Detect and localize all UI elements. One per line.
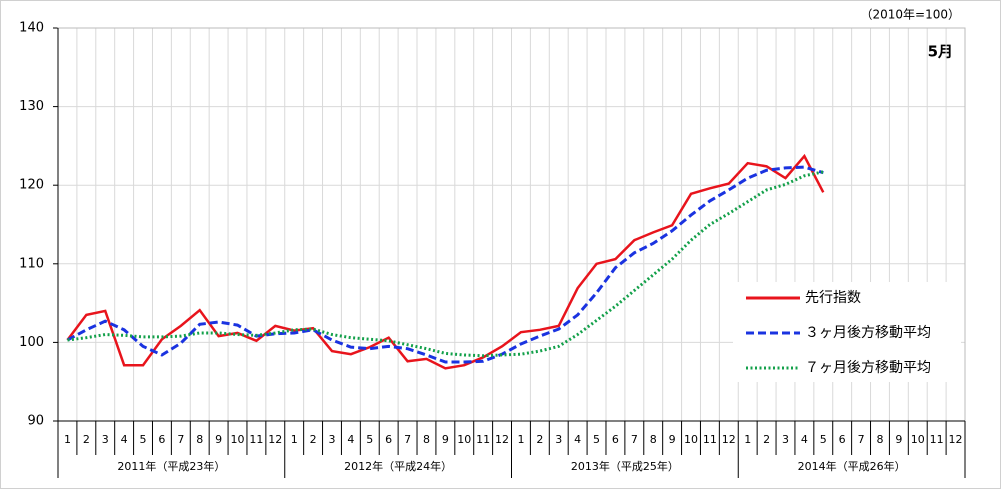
x-tick-label: 11 xyxy=(703,433,717,446)
x-tick-label: 3 xyxy=(782,433,789,446)
y-tick-label: 130 xyxy=(19,99,44,114)
x-tick-label: 8 xyxy=(876,433,883,446)
x-tick-label: 3 xyxy=(328,433,335,446)
x-tick-label: 11 xyxy=(930,433,944,446)
legend-label: ７ヶ月後方移動平均 xyxy=(805,360,931,376)
x-tick-label: 12 xyxy=(268,433,282,446)
y-tick-label: 90 xyxy=(27,414,44,429)
x-tick-label: 10 xyxy=(231,433,245,446)
x-tick-label: 9 xyxy=(669,433,676,446)
x-tick-label: 4 xyxy=(574,433,581,446)
x-tick-label: 8 xyxy=(196,433,203,446)
x-tick-label: 7 xyxy=(858,433,865,446)
x-tick-label: 2 xyxy=(763,433,770,446)
legend-label: 先行指数 xyxy=(805,290,861,306)
x-tick-label: 10 xyxy=(457,433,471,446)
x-tick-label: 2 xyxy=(310,433,317,446)
x-tick-label: 6 xyxy=(839,433,846,446)
y-tick-label: 120 xyxy=(19,178,44,193)
month-label: 5月 xyxy=(928,43,953,61)
x-tick-label: 6 xyxy=(385,433,392,446)
x-tick-label: 11 xyxy=(249,433,263,446)
x-tick-label: 1 xyxy=(517,433,524,446)
x-tick-label: 9 xyxy=(895,433,902,446)
x-tick-label: 4 xyxy=(121,433,128,446)
x-tick-label: 1 xyxy=(291,433,298,446)
series-line xyxy=(66,153,825,370)
x-tick-label: 5 xyxy=(593,433,600,446)
x-tick-label: 5 xyxy=(820,433,827,446)
series-line xyxy=(66,165,824,364)
x-tick-label: 4 xyxy=(801,433,808,446)
year-label: 2012年（平成24年） xyxy=(344,459,452,473)
y-tick-label: 100 xyxy=(19,335,44,350)
x-tick-label: 10 xyxy=(911,433,925,446)
x-tick-label: 12 xyxy=(949,433,963,446)
annotation: （2010年=100） xyxy=(861,8,961,22)
x-tick-label: 1 xyxy=(744,433,751,446)
x-tick-label: 9 xyxy=(442,433,449,446)
x-tick-label: 8 xyxy=(423,433,430,446)
year-label: 2013年（平成25年） xyxy=(571,459,679,473)
x-tick-label: 8 xyxy=(650,433,657,446)
x-tick-label: 3 xyxy=(102,433,109,446)
x-tick-label: 4 xyxy=(347,433,354,446)
x-tick-label: 12 xyxy=(722,433,736,446)
y-tick-label: 140 xyxy=(19,21,44,36)
x-tick-label: 11 xyxy=(476,433,490,446)
x-tick-label: 5 xyxy=(366,433,373,446)
x-tick-label: 12 xyxy=(495,433,509,446)
x-tick-label: 2 xyxy=(536,433,543,446)
series-line xyxy=(67,170,824,358)
x-tick-label: 7 xyxy=(177,433,184,446)
x-tick-label: 6 xyxy=(612,433,619,446)
x-tick-label: 10 xyxy=(684,433,698,446)
legend-label: ３ヶ月後方移動平均 xyxy=(805,325,931,341)
year-label: 2011年（平成23年） xyxy=(117,459,225,473)
x-tick-label: 9 xyxy=(215,433,222,446)
x-tick-label: 7 xyxy=(404,433,411,446)
x-tick-label: 1 xyxy=(64,433,71,446)
year-label: 2014年（平成26年） xyxy=(798,459,906,473)
x-tick-label: 7 xyxy=(631,433,638,446)
x-tick-label: 3 xyxy=(555,433,562,446)
x-tick-label: 2 xyxy=(83,433,90,446)
y-tick-label: 110 xyxy=(19,256,44,271)
x-tick-label: 5 xyxy=(140,433,147,446)
x-tick-label: 6 xyxy=(158,433,165,446)
